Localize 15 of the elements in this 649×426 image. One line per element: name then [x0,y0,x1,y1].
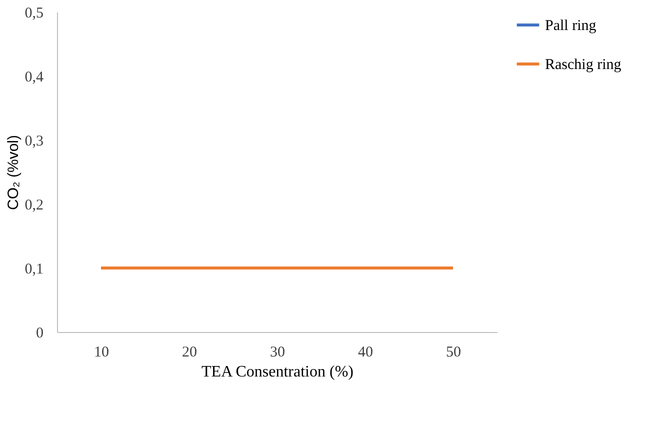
y-tick-label: 0,1 [24,262,44,278]
legend-label: Pall ring [545,18,597,34]
y-axis-title: CO₂ (%vol) [4,135,22,210]
x-axis-title: TEA Consentration (%) [202,364,354,380]
x-tick-label: 10 [94,344,109,360]
y-tick-label: 0,2 [24,198,44,214]
x-tick-label: 20 [182,344,197,360]
x-tick-label: 40 [358,344,373,360]
y-tick-label: 0,3 [24,134,44,150]
y-tick-label: 0,5 [24,6,44,22]
x-tick-label: 50 [446,344,461,360]
y-tick-label: 0,4 [24,70,44,86]
legend-label: Raschig ring [545,57,622,73]
y-tick-label: 0 [36,326,44,342]
x-tick-label: 30 [270,344,285,360]
